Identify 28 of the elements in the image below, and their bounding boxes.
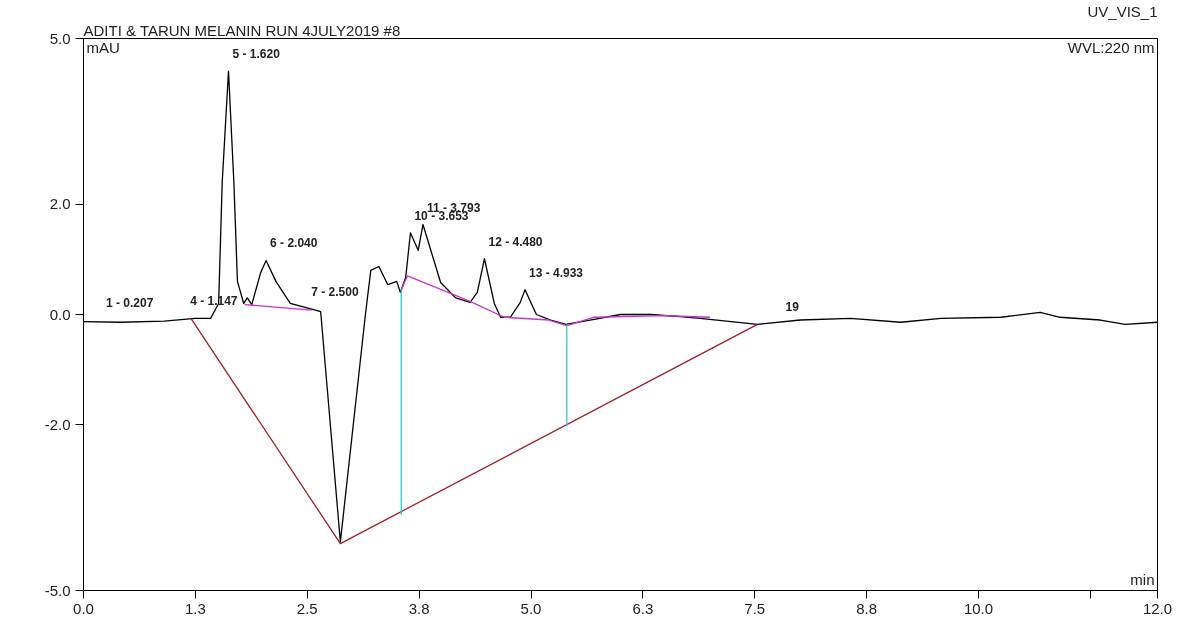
annotation: 6 - 2.040 [270, 236, 318, 251]
annotation: 12 - 4.480 [488, 234, 543, 249]
y-tick-label: 0.0 [49, 305, 71, 323]
y-tick-label: -2.0 [44, 415, 71, 433]
y-axis-title: mAU [86, 38, 120, 56]
chart-title: ADITI & TARUN MELANIN RUN 4JULY2019 #8 [83, 21, 401, 39]
line-series [83, 70, 1158, 543]
annotation: 19 [785, 300, 800, 315]
x-tick-label: 12.0 [1142, 599, 1173, 617]
x-tick-label: 2.5 [296, 599, 318, 617]
y-tick-label: 2.0 [49, 195, 71, 213]
x-tick-label: 6.3 [632, 599, 654, 617]
y-tick-label: 5.0 [49, 29, 71, 47]
x-tick-label: 1.3 [184, 599, 206, 617]
x-tick-label: 5.0 [520, 599, 542, 617]
x-axis-title: min [1130, 570, 1155, 588]
annotation: 1 - 0.207 [106, 296, 154, 311]
y-tick-label: -5.0 [44, 581, 71, 599]
x-tick-label: 3.8 [408, 599, 430, 617]
annotation: WVL:220 nm [1067, 38, 1155, 56]
annotation: 5 - 1.620 [232, 47, 281, 62]
annotation: 7 - 2.500 [311, 284, 359, 299]
x-tick-label: 7.5 [744, 599, 766, 617]
x-tick-label: 10.0 [963, 599, 994, 617]
x-tick-label: 0.0 [73, 599, 94, 617]
x-tick-label: 8.8 [856, 599, 878, 617]
text: UV_VIS_1 [1087, 2, 1158, 20]
annotation: 13 - 4.933 [529, 265, 584, 280]
